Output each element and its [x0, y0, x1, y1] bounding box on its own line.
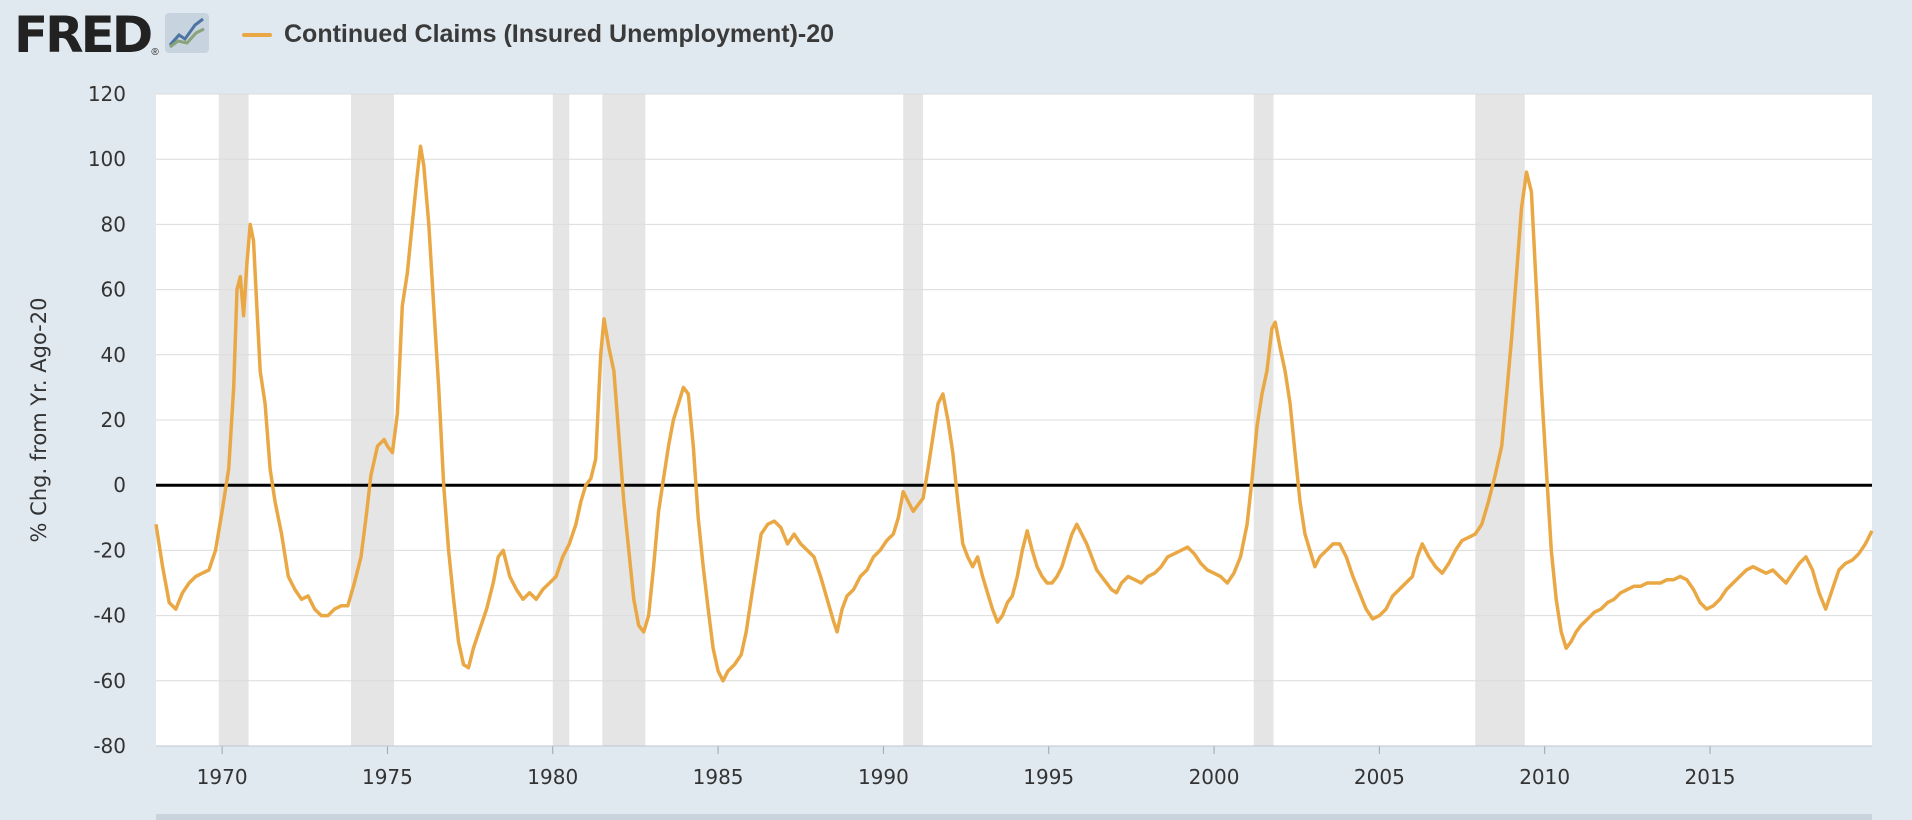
registered-mark: ® — [151, 46, 159, 58]
fred-logo[interactable]: FRED ® — [14, 10, 209, 60]
x-tick-label: 1980 — [527, 765, 578, 789]
range-slider[interactable] — [156, 814, 1872, 820]
y-tick-label: 80 — [101, 212, 126, 236]
x-axis-ticks: 1970 1975 1980 1985 1990 1995 2000 2005 2010 2015 — [197, 746, 1736, 789]
graph-icon — [164, 12, 209, 58]
y-axis-label: % Chg. from Yr. Ago-20 — [27, 298, 51, 543]
x-tick-label: 2010 — [1519, 765, 1570, 789]
gridlines — [156, 93, 1872, 747]
chart-legend[interactable]: Continued Claims (Insured Unemployment)-… — [242, 20, 834, 49]
chart-header: FRED ® Continued Claims (Insured Unemplo… — [0, 0, 1912, 70]
y-tick-label: -60 — [93, 669, 126, 693]
y-tick-label: 0 — [113, 473, 126, 497]
legend-swatch — [242, 32, 272, 37]
y-tick-label: 100 — [88, 147, 126, 171]
y-axis-ticks: 120 100 80 60 40 20 0 -20 -40 -60 -80 — [88, 82, 126, 758]
y-tick-label: 40 — [101, 343, 126, 367]
legend-series-label: Continued Claims (Insured Unemployment)-… — [284, 20, 835, 48]
x-tick-label: 1990 — [858, 765, 909, 789]
x-tick-label: 2005 — [1354, 765, 1405, 789]
x-tick-label: 1970 — [197, 765, 248, 789]
y-tick-label: -40 — [93, 604, 126, 628]
x-tick-label: 1975 — [362, 765, 413, 789]
series-line-continued-claims[interactable] — [154, 144, 1874, 683]
x-tick-label: 1995 — [1023, 765, 1074, 789]
y-tick-label: 60 — [101, 278, 126, 302]
y-tick-label: 120 — [88, 82, 126, 106]
y-tick-label: -20 — [93, 538, 126, 562]
x-tick-label: 1985 — [693, 765, 744, 789]
y-tick-label: 20 — [101, 408, 126, 432]
x-tick-label: 2000 — [1189, 765, 1240, 789]
x-tick-label: 2015 — [1685, 765, 1736, 789]
y-tick-label: -80 — [93, 734, 126, 758]
logo-text: FRED — [14, 6, 153, 64]
